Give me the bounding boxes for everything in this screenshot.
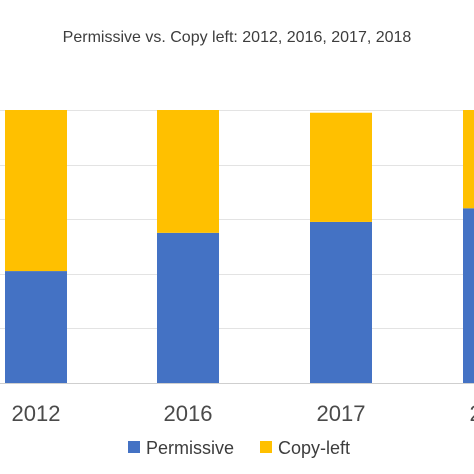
bar-copy-left-2016 [157,110,219,233]
x-tick-label: 2018 [470,401,474,426]
legend-label-permissive: Permissive [146,438,234,458]
bar-copy-left-2017 [310,112,372,222]
gridlines [0,110,474,384]
bar-permissive-2017 [310,221,372,383]
x-tick-label: 2017 [317,401,366,426]
bar-permissive-2018 [463,208,474,383]
legend-label-copy-left: Copy-left [278,438,350,458]
bar-permissive-2016 [157,232,219,383]
legend: Permissive Copy-left [128,438,350,458]
chart-title: Permissive vs. Copy left: 2012, 2016, 20… [63,29,412,46]
legend-swatch-permissive [128,441,140,453]
legend-swatch-copy-left [260,441,272,453]
x-tick-label: 2012 [12,401,61,426]
bar-permissive-2012 [5,271,67,383]
x-tick-labels: 2012 2016 2017 2018 [12,401,474,426]
bars [5,110,474,383]
bar-copy-left-2018 [463,110,474,209]
bar-copy-left-2012 [5,110,67,272]
x-tick-label: 2016 [164,401,213,426]
